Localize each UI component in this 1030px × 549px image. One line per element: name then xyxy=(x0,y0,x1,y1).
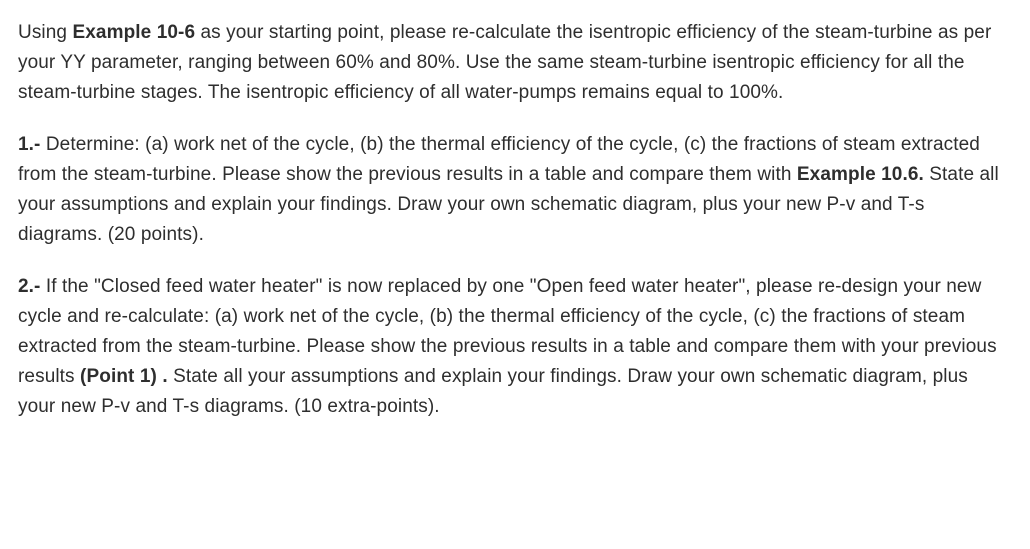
q1-number: 1.- xyxy=(18,134,40,155)
intro-bold-0: Example 10-6 xyxy=(72,22,195,43)
question-1-paragraph: 1.- Determine: (a) work net of the cycle… xyxy=(18,130,1010,250)
intro-paragraph: Using Example 10-6 as your starting poin… xyxy=(18,18,1010,108)
question-2-paragraph: 2.- If the "Closed feed water heater" is… xyxy=(18,272,1010,422)
q2-bold-1: (Point 1) . xyxy=(80,366,168,387)
intro-text-0: Using xyxy=(18,22,72,43)
q1-bold-1: Example 10.6. xyxy=(797,164,924,185)
document-page: Using Example 10-6 as your starting poin… xyxy=(0,0,1030,440)
q2-number: 2.- xyxy=(18,276,40,297)
